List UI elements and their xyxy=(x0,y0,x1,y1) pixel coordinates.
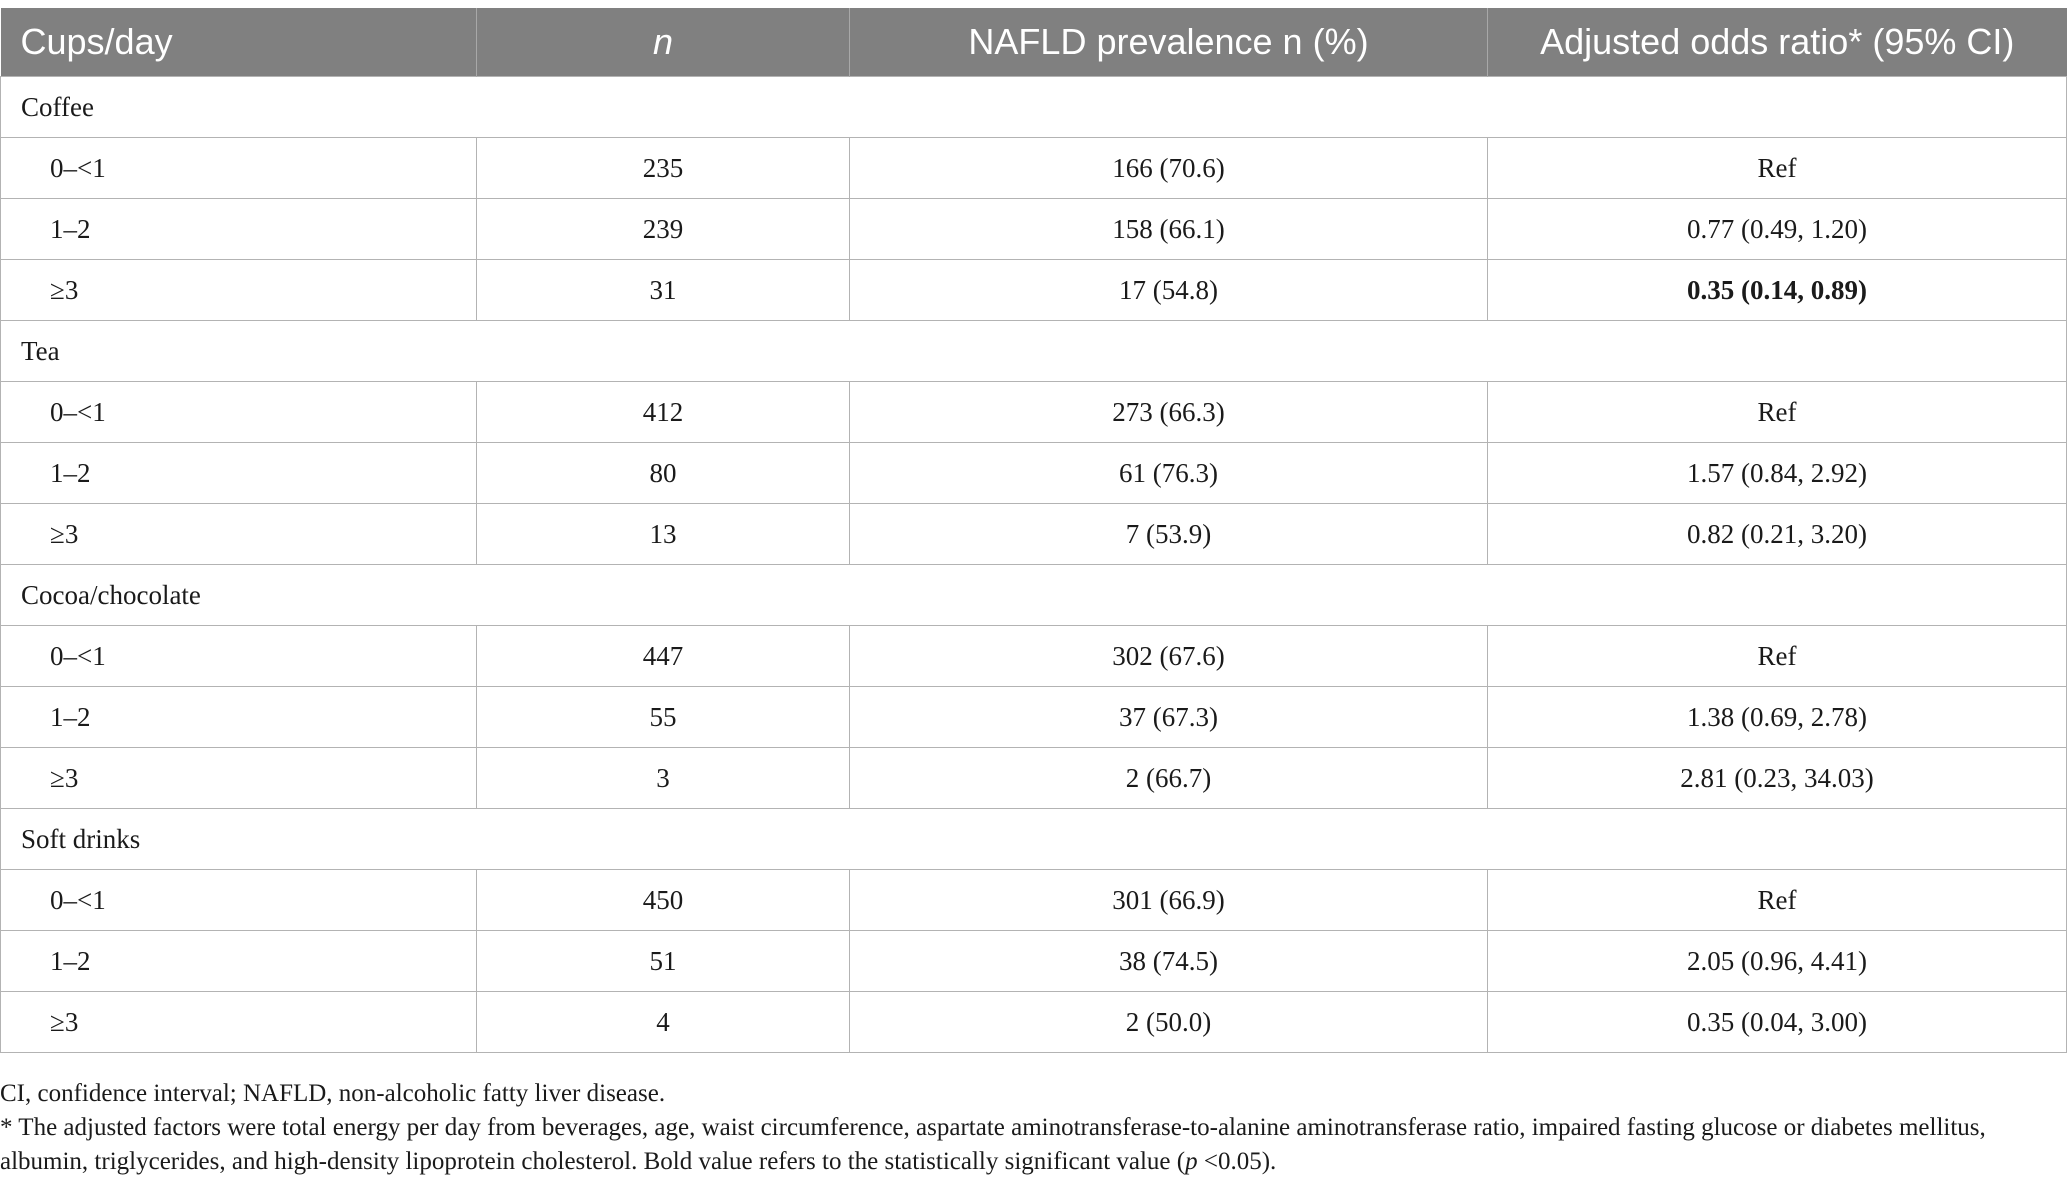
group-row: Soft drinks xyxy=(0,808,2067,870)
cell-adjusted-odds-ratio: Ref xyxy=(1487,869,2067,931)
cell-nafld-prevalence: 301 (66.9) xyxy=(849,869,1488,931)
cell-n: 31 xyxy=(476,259,850,321)
table-row: 1–2 239 158 (66.1) 0.77 (0.49, 1.20) xyxy=(0,198,2067,260)
cell-cups-per-day: ≥3 xyxy=(0,503,477,565)
cell-nafld-prevalence: 37 (67.3) xyxy=(849,686,1488,748)
cell-cups-per-day: 0–<1 xyxy=(0,137,477,199)
cell-nafld-prevalence: 7 (53.9) xyxy=(849,503,1488,565)
table-row: ≥3 3 2 (66.7) 2.81 (0.23, 34.03) xyxy=(0,747,2067,809)
table-row: 0–<1 447 302 (67.6) Ref xyxy=(0,625,2067,687)
table-row: ≥3 4 2 (50.0) 0.35 (0.04, 3.00) xyxy=(0,991,2067,1053)
group-row: Tea xyxy=(0,320,2067,382)
cell-cups-per-day: 0–<1 xyxy=(0,625,477,687)
table-row: ≥3 13 7 (53.9) 0.82 (0.21, 3.20) xyxy=(0,503,2067,565)
cell-n: 55 xyxy=(476,686,850,748)
group-row: Cocoa/chocolate xyxy=(0,564,2067,626)
cell-cups-per-day: 0–<1 xyxy=(0,869,477,931)
table-row: 1–2 55 37 (67.3) 1.38 (0.69, 2.78) xyxy=(0,686,2067,748)
group-row: Coffee xyxy=(0,76,2067,138)
group-label: Cocoa/chocolate xyxy=(0,564,2067,626)
group-label: Tea xyxy=(0,320,2067,382)
cell-nafld-prevalence: 17 (54.8) xyxy=(849,259,1488,321)
footnote-p-symbol: p xyxy=(1185,1148,1198,1175)
cell-adjusted-odds-ratio: 0.77 (0.49, 1.20) xyxy=(1487,198,2067,260)
cell-cups-per-day: 1–2 xyxy=(0,442,477,504)
header-adjusted-odds-ratio: Adjusted odds ratio* (95% CI) xyxy=(1487,8,2067,77)
cell-cups-per-day: 1–2 xyxy=(0,686,477,748)
cell-adjusted-odds-ratio: 1.38 (0.69, 2.78) xyxy=(1487,686,2067,748)
group-label: Coffee xyxy=(0,76,2067,138)
cell-adjusted-odds-ratio: Ref xyxy=(1487,625,2067,687)
table-body: Coffee 0–<1 235 166 (70.6) Ref 1–2 239 158 (66.… xyxy=(0,76,2067,1053)
cell-adjusted-odds-ratio: 0.35 (0.14, 0.89) xyxy=(1487,259,2067,321)
cell-n: 450 xyxy=(476,869,850,931)
footnote-adjustment: * The adjusted factors were total energy… xyxy=(0,1111,2060,1179)
cell-adjusted-odds-ratio: Ref xyxy=(1487,381,2067,443)
table-row: ≥3 31 17 (54.8) 0.35 (0.14, 0.89) xyxy=(0,259,2067,321)
cell-n: 235 xyxy=(476,137,850,199)
table-footnotes: CI, confidence interval; NAFLD, non-alco… xyxy=(0,1077,2060,1179)
cell-cups-per-day: 1–2 xyxy=(0,930,477,992)
table-header-row: Cups/day n NAFLD prevalence n (%) Adjust… xyxy=(0,8,2067,77)
header-cups-per-day: Cups/day xyxy=(0,8,477,77)
header-n: n xyxy=(476,8,850,77)
cell-n: 3 xyxy=(476,747,850,809)
cell-nafld-prevalence: 2 (50.0) xyxy=(849,991,1488,1053)
cell-adjusted-odds-ratio: 0.82 (0.21, 3.20) xyxy=(1487,503,2067,565)
beverage-nafld-table: Cups/day n NAFLD prevalence n (%) Adjust… xyxy=(0,8,2067,1053)
cell-nafld-prevalence: 273 (66.3) xyxy=(849,381,1488,443)
cell-cups-per-day: 1–2 xyxy=(0,198,477,260)
cell-cups-per-day: 0–<1 xyxy=(0,381,477,443)
cell-nafld-prevalence: 2 (66.7) xyxy=(849,747,1488,809)
cell-n: 13 xyxy=(476,503,850,565)
data-table-container: Cups/day n NAFLD prevalence n (%) Adjust… xyxy=(0,8,2067,1053)
group-label: Soft drinks xyxy=(0,808,2067,870)
table-row: 1–2 80 61 (76.3) 1.57 (0.84, 2.92) xyxy=(0,442,2067,504)
cell-n: 4 xyxy=(476,991,850,1053)
cell-cups-per-day: ≥3 xyxy=(0,991,477,1053)
cell-cups-per-day: ≥3 xyxy=(0,747,477,809)
cell-n: 447 xyxy=(476,625,850,687)
cell-n: 239 xyxy=(476,198,850,260)
table-row: 0–<1 450 301 (66.9) Ref xyxy=(0,869,2067,931)
cell-n: 412 xyxy=(476,381,850,443)
cell-adjusted-odds-ratio: 2.81 (0.23, 34.03) xyxy=(1487,747,2067,809)
cell-nafld-prevalence: 158 (66.1) xyxy=(849,198,1488,260)
footnote-abbreviations: CI, confidence interval; NAFLD, non-alco… xyxy=(0,1080,666,1107)
footnote-adjustment-text: * The adjusted factors were total energy… xyxy=(0,1114,1986,1175)
table-row: 0–<1 235 166 (70.6) Ref xyxy=(0,137,2067,199)
cell-adjusted-odds-ratio: 1.57 (0.84, 2.92) xyxy=(1487,442,2067,504)
cell-nafld-prevalence: 166 (70.6) xyxy=(849,137,1488,199)
header-nafld-prevalence: NAFLD prevalence n (%) xyxy=(849,8,1488,77)
table-row: 0–<1 412 273 (66.3) Ref xyxy=(0,381,2067,443)
cell-cups-per-day: ≥3 xyxy=(0,259,477,321)
cell-n: 51 xyxy=(476,930,850,992)
cell-nafld-prevalence: 61 (76.3) xyxy=(849,442,1488,504)
footnote-p-threshold: <0.05). xyxy=(1197,1148,1277,1175)
cell-nafld-prevalence: 38 (74.5) xyxy=(849,930,1488,992)
cell-adjusted-odds-ratio: 2.05 (0.96, 4.41) xyxy=(1487,930,2067,992)
cell-n: 80 xyxy=(476,442,850,504)
cell-nafld-prevalence: 302 (67.6) xyxy=(849,625,1488,687)
cell-adjusted-odds-ratio: 0.35 (0.04, 3.00) xyxy=(1487,991,2067,1053)
cell-adjusted-odds-ratio: Ref xyxy=(1487,137,2067,199)
table-row: 1–2 51 38 (74.5) 2.05 (0.96, 4.41) xyxy=(0,930,2067,992)
